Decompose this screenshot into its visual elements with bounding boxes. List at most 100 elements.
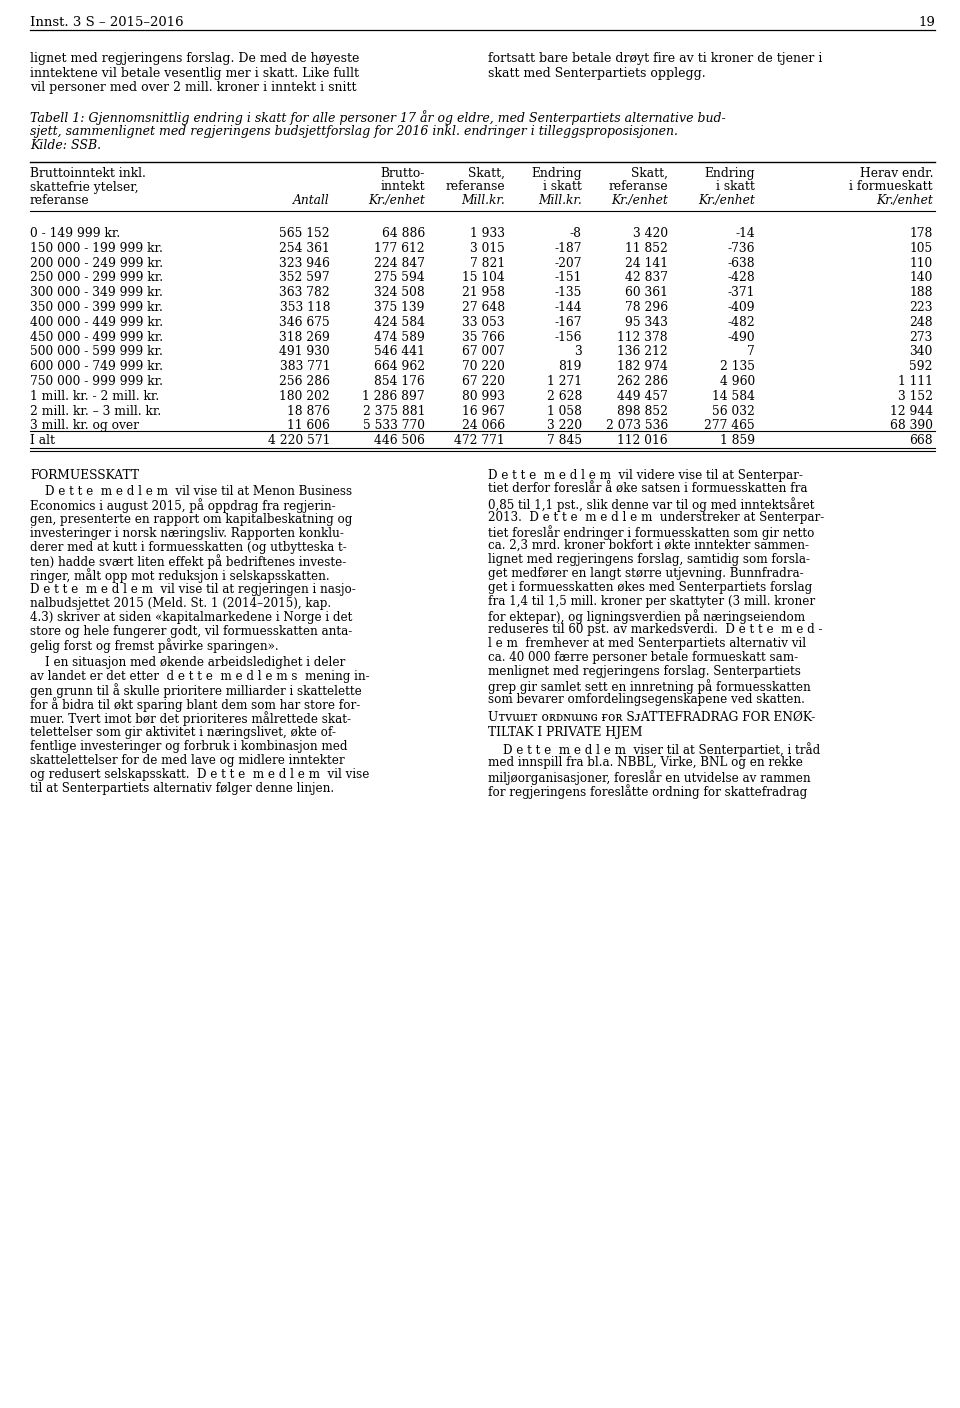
Text: 105: 105 — [910, 242, 933, 255]
Text: 256 286: 256 286 — [279, 375, 330, 389]
Text: 491 930: 491 930 — [279, 345, 330, 359]
Text: Kr./enhet: Kr./enhet — [698, 194, 755, 207]
Text: 0 - 149 999 kr.: 0 - 149 999 kr. — [30, 227, 120, 239]
Text: 18 876: 18 876 — [287, 404, 330, 418]
Text: for regjeringens foreslåtte ordning for skattefradrag: for regjeringens foreslåtte ordning for … — [488, 784, 807, 798]
Text: 2 073 536: 2 073 536 — [606, 420, 668, 432]
Text: -371: -371 — [728, 286, 755, 300]
Text: Bruttoinntekt inkl.: Bruttoinntekt inkl. — [30, 168, 146, 180]
Text: vil personer med over 2 mill. kroner i inntekt i snitt: vil personer med over 2 mill. kroner i i… — [30, 82, 356, 94]
Text: Uᴛᴠɯᴇᴛ ᴏʀᴅɴɯɴɢ ғᴏʀ SᴊATTEFRADRAG FOR ENØK-: Uᴛᴠɯᴇᴛ ᴏʀᴅɴɯɴɢ ғᴏʀ SᴊATTEFRADRAG FOR ENØ… — [488, 711, 815, 724]
Text: 35 766: 35 766 — [462, 331, 505, 344]
Text: Antall: Antall — [294, 194, 330, 207]
Text: ca. 2,3 mrd. kroner bokfort i økte inntekter sammen-: ca. 2,3 mrd. kroner bokfort i økte innte… — [488, 539, 809, 552]
Text: 363 782: 363 782 — [279, 286, 330, 300]
Text: 2 mill. kr. – 3 mill. kr.: 2 mill. kr. – 3 mill. kr. — [30, 404, 161, 418]
Text: 188: 188 — [909, 286, 933, 300]
Text: 223: 223 — [909, 301, 933, 314]
Text: TILTAK I PRIVATE HJEM: TILTAK I PRIVATE HJEM — [488, 725, 642, 739]
Text: 1 859: 1 859 — [720, 434, 755, 448]
Text: 254 361: 254 361 — [279, 242, 330, 255]
Text: tiet foreslår endringer i formuesskatten som gir netto: tiet foreslår endringer i formuesskatten… — [488, 525, 814, 539]
Text: derer med at kutt i formuesskatten (og utbytteska t-: derer med at kutt i formuesskatten (og u… — [30, 541, 347, 553]
Text: 2 135: 2 135 — [720, 360, 755, 373]
Text: -428: -428 — [728, 272, 755, 284]
Text: -144: -144 — [554, 301, 582, 314]
Text: 16 967: 16 967 — [462, 404, 505, 418]
Text: 27 648: 27 648 — [462, 301, 505, 314]
Text: investeringer i norsk næringsliv. Rapporten konklu-: investeringer i norsk næringsliv. Rappor… — [30, 527, 344, 539]
Text: 4 960: 4 960 — [720, 375, 755, 389]
Text: Skatt,: Skatt, — [468, 168, 505, 180]
Text: 1 058: 1 058 — [547, 404, 582, 418]
Text: 383 771: 383 771 — [279, 360, 330, 373]
Text: 180 202: 180 202 — [279, 390, 330, 403]
Text: 854 176: 854 176 — [374, 375, 425, 389]
Text: 262 286: 262 286 — [617, 375, 668, 389]
Text: 0,85 til 1,1 pst., slik denne var til og med inntektsåret: 0,85 til 1,1 pst., slik denne var til og… — [488, 497, 814, 513]
Text: inntektene vil betale vesentlig mer i skatt. Like fullt: inntektene vil betale vesentlig mer i sk… — [30, 66, 359, 79]
Text: -14: -14 — [735, 227, 755, 239]
Text: 4 220 571: 4 220 571 — [268, 434, 330, 448]
Text: 1 271: 1 271 — [547, 375, 582, 389]
Text: ten) hadde svært liten effekt på bedriftenes investe-: ten) hadde svært liten effekt på bedrift… — [30, 555, 347, 569]
Text: Kr./enhet: Kr./enhet — [876, 194, 933, 207]
Text: 112 016: 112 016 — [617, 434, 668, 448]
Text: Kilde: SSB.: Kilde: SSB. — [30, 139, 101, 152]
Text: 140: 140 — [910, 272, 933, 284]
Text: D e t t e  m e d l e m  vil videre vise til at Senterpar-: D e t t e m e d l e m vil videre vise ti… — [488, 469, 803, 482]
Text: FORMUESSKATT: FORMUESSKATT — [30, 469, 139, 482]
Text: Economics i august 2015, på oppdrag fra regjerin-: Economics i august 2015, på oppdrag fra … — [30, 498, 336, 514]
Text: get i formuesskatten økes med Senterpartiets forslag: get i formuesskatten økes med Senterpart… — [488, 582, 812, 594]
Text: 600 000 - 749 999 kr.: 600 000 - 749 999 kr. — [30, 360, 163, 373]
Text: grep gir samlet sett en innretning på formuesskatten: grep gir samlet sett en innretning på fo… — [488, 679, 811, 694]
Text: 273: 273 — [910, 331, 933, 344]
Text: nalbudsjettet 2015 (Meld. St. 1 (2014–2015), kap.: nalbudsjettet 2015 (Meld. St. 1 (2014–20… — [30, 597, 331, 610]
Text: Endring: Endring — [705, 168, 755, 180]
Text: l e m  fremhever at med Senterpartiets alternativ vil: l e m fremhever at med Senterpartiets al… — [488, 636, 806, 650]
Text: Tabell 1: Gjennomsnittlig endring i skatt for alle personer 17 år og eldre, med : Tabell 1: Gjennomsnittlig endring i skat… — [30, 110, 726, 125]
Text: 5 533 770: 5 533 770 — [363, 420, 425, 432]
Text: 136 212: 136 212 — [617, 345, 668, 359]
Text: 324 508: 324 508 — [374, 286, 425, 300]
Text: D e t t e  m e d l e m  viser til at Senterpartiet, i tråd: D e t t e m e d l e m viser til at Sente… — [488, 742, 820, 758]
Text: ringer, målt opp mot reduksjon i selskapsskatten.: ringer, målt opp mot reduksjon i selskap… — [30, 569, 329, 583]
Text: for ektepar), og ligningsverdien på næringseiendom: for ektepar), og ligningsverdien på næri… — [488, 610, 805, 624]
Text: referanse: referanse — [445, 180, 505, 193]
Text: 449 457: 449 457 — [617, 390, 668, 403]
Text: fentlige investeringer og forbruk i kombinasjon med: fentlige investeringer og forbruk i komb… — [30, 739, 348, 752]
Text: 3 420: 3 420 — [633, 227, 668, 239]
Text: 178: 178 — [910, 227, 933, 239]
Text: 182 974: 182 974 — [617, 360, 668, 373]
Text: tiet derfor foreslår å øke satsen i formuesskatten fra: tiet derfor foreslår å øke satsen i form… — [488, 483, 807, 496]
Text: 346 675: 346 675 — [279, 315, 330, 329]
Text: 68 390: 68 390 — [890, 420, 933, 432]
Text: muer. Tvert imot bør det prioriteres målrettede skat-: muer. Tvert imot bør det prioriteres mål… — [30, 711, 351, 727]
Text: -135: -135 — [555, 286, 582, 300]
Text: Mill.kr.: Mill.kr. — [539, 194, 582, 207]
Text: -409: -409 — [728, 301, 755, 314]
Text: 24 066: 24 066 — [462, 420, 505, 432]
Text: Kr./enhet: Kr./enhet — [612, 194, 668, 207]
Text: 352 597: 352 597 — [279, 272, 330, 284]
Text: 7 845: 7 845 — [547, 434, 582, 448]
Text: 474 589: 474 589 — [374, 331, 425, 344]
Text: i skatt: i skatt — [543, 180, 582, 193]
Text: 250 000 - 299 999 kr.: 250 000 - 299 999 kr. — [30, 272, 163, 284]
Text: 3 152: 3 152 — [898, 390, 933, 403]
Text: som bevarer omfordelingsegenskapene ved skatten.: som bevarer omfordelingsegenskapene ved … — [488, 693, 804, 705]
Text: 248: 248 — [909, 315, 933, 329]
Text: 450 000 - 499 999 kr.: 450 000 - 499 999 kr. — [30, 331, 163, 344]
Text: D e t t e  m e d l e m  vil vise til at Menon Business: D e t t e m e d l e m vil vise til at Me… — [30, 484, 352, 497]
Text: 42 837: 42 837 — [625, 272, 668, 284]
Text: fra 1,4 til 1,5 mill. kroner per skattyter (3 mill. kroner: fra 1,4 til 1,5 mill. kroner per skattyt… — [488, 596, 815, 608]
Text: 2 628: 2 628 — [546, 390, 582, 403]
Text: 565 152: 565 152 — [279, 227, 330, 239]
Text: 350 000 - 399 999 kr.: 350 000 - 399 999 kr. — [30, 301, 163, 314]
Text: med innspill fra bl.a. NBBL, Virke, BNL og en rekke: med innspill fra bl.a. NBBL, Virke, BNL … — [488, 756, 803, 769]
Text: 19: 19 — [918, 15, 935, 30]
Text: 80 993: 80 993 — [462, 390, 505, 403]
Text: 1 111: 1 111 — [899, 375, 933, 389]
Text: i formueskatt: i formueskatt — [850, 180, 933, 193]
Text: 56 032: 56 032 — [712, 404, 755, 418]
